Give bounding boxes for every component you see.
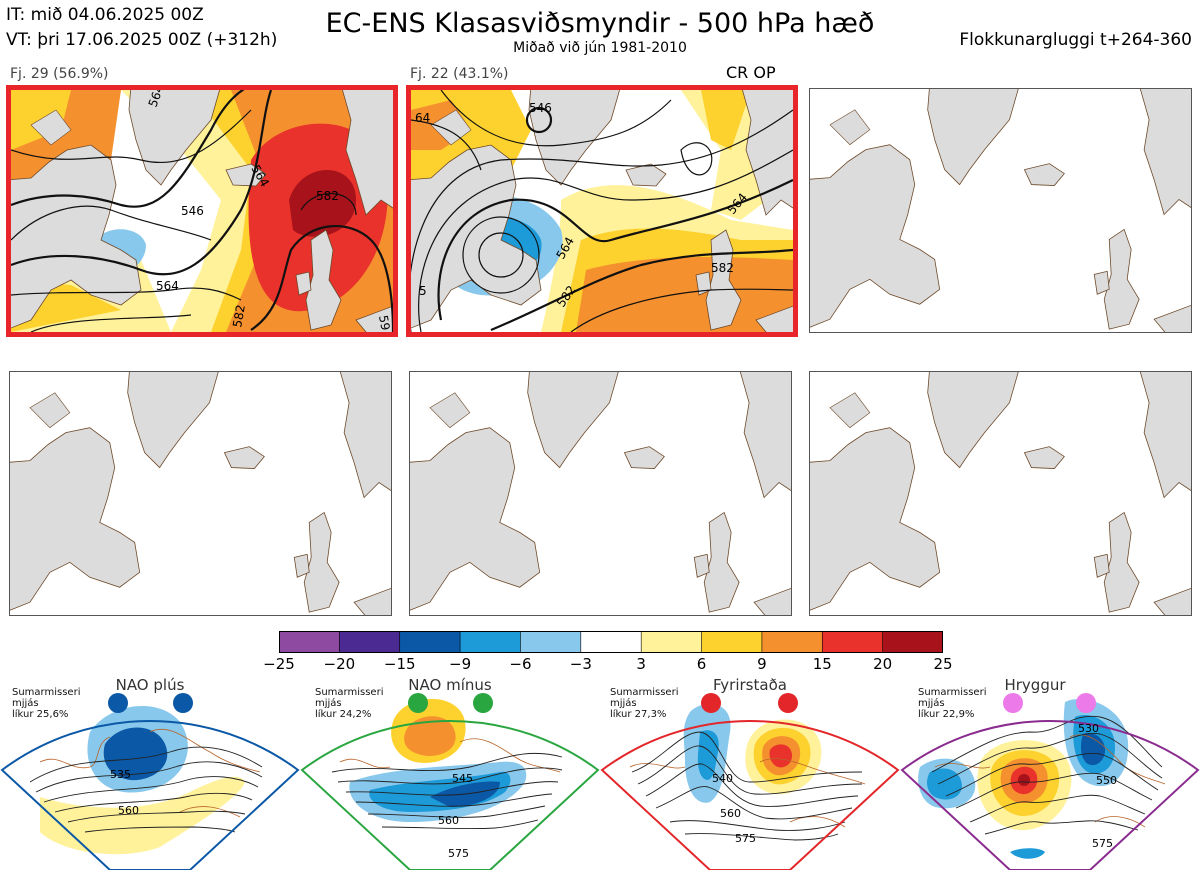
contour-label: 560 [438, 814, 459, 827]
regime-info: Sumarmisseri mjjás líkur 27,3% [610, 687, 679, 720]
regime-title: NAO plús [115, 676, 185, 694]
cluster-1-map[interactable]: 546 564 564 582 582 564 59 [6, 85, 398, 337]
colorbar-cell [339, 631, 401, 653]
regime-info: Sumarmisseri mjjás líkur 22,9% [918, 687, 987, 720]
regime-title: Fyrirstaða [713, 676, 787, 694]
colorbar-tick-label: 20 [873, 655, 893, 673]
contour-label: 545 [452, 772, 473, 785]
colorbar-tick-label: 6 [696, 655, 707, 673]
colorbar-cell [580, 631, 642, 653]
regime-info: Sumarmisseri mjjás líkur 24,2% [315, 687, 384, 720]
colorbar-cell [761, 631, 824, 653]
contour-label: 64 [415, 111, 430, 125]
contour-label: 560 [118, 804, 139, 817]
colorbar-tick-label: −15 [383, 655, 416, 673]
colorbar-tick-label: −20 [323, 655, 356, 673]
cluster-1-label: Fj. 29 (56.9%) [10, 66, 109, 82]
colorbar-cell [640, 631, 703, 653]
regime-title: Hryggur [1004, 676, 1066, 694]
colorbar [279, 631, 943, 653]
empty-map-5 [409, 371, 792, 616]
contour-label: 582 [230, 304, 248, 329]
contour-label: 5 [419, 284, 427, 298]
contour-label: 564 [156, 279, 179, 293]
cluster-2-map[interactable]: 64 546 564 564 582 582 5 [406, 85, 798, 337]
colorbar-tick-label: 3 [636, 655, 646, 673]
contour-label: 530 [1078, 722, 1099, 735]
classification-window: Flokkunargluggi t+264-360 [959, 30, 1192, 50]
colorbar-tick-label: −3 [569, 655, 592, 673]
contour-label: 582 [316, 189, 339, 203]
contour-label: 59 [376, 314, 392, 331]
colorbar-tick-label: −25 [263, 655, 295, 673]
regime-ridge: 530 550 575 [900, 672, 1200, 871]
valid-time: VT: þri 17.06.2025 00Z (+312h) [6, 30, 278, 50]
contour-label: 546 [529, 101, 552, 115]
colorbar-cell [399, 631, 461, 653]
colorbar-cell [821, 631, 884, 653]
empty-map-4 [9, 371, 392, 616]
contour-label: 540 [712, 772, 733, 785]
contour-label: 560 [720, 807, 741, 820]
cluster-2-label: Fj. 22 (43.1%) [410, 66, 509, 82]
regime-title: NAO mínus [408, 676, 492, 694]
contour-label: 535 [110, 768, 131, 781]
colorbar-cell [279, 631, 341, 653]
contour-label: 550 [1096, 774, 1117, 787]
colorbar-cell [520, 631, 582, 653]
regime-nao-minus: 545 560 575 [300, 672, 600, 871]
page-subtitle: Miðað við jún 1981-2010 [513, 40, 687, 56]
contour-label: 582 [711, 261, 734, 275]
initial-time: IT: mið 04.06.2025 00Z [6, 5, 204, 25]
empty-map-6 [809, 371, 1192, 616]
contour-label: 575 [1092, 837, 1113, 850]
colorbar-tick-label: 15 [812, 655, 832, 673]
regime-nao-plus: 535 560 [0, 672, 300, 871]
contour-label: 575 [735, 832, 756, 845]
colorbar-tick-label: 25 [933, 655, 953, 673]
colorbar-tick-label: 9 [757, 655, 767, 673]
colorbar-tick-label: −9 [449, 655, 472, 673]
colorbar-cell [701, 631, 763, 653]
cr-op-badge: CR OP [726, 63, 776, 82]
empty-map-3 [809, 88, 1192, 333]
colorbar-cell [459, 631, 522, 653]
page-title: EC-ENS Klasasviðsmyndir - 500 hPa hæð [325, 8, 875, 39]
colorbar-cell [882, 631, 943, 653]
colorbar-tick-label: −6 [509, 655, 532, 673]
regime-blocking: 540 560 575 [600, 672, 900, 871]
contour-label: 575 [448, 847, 469, 860]
regime-info: Sumarmisseri mjjás líkur 25,6% [12, 687, 81, 720]
contour-label: 546 [181, 204, 204, 218]
